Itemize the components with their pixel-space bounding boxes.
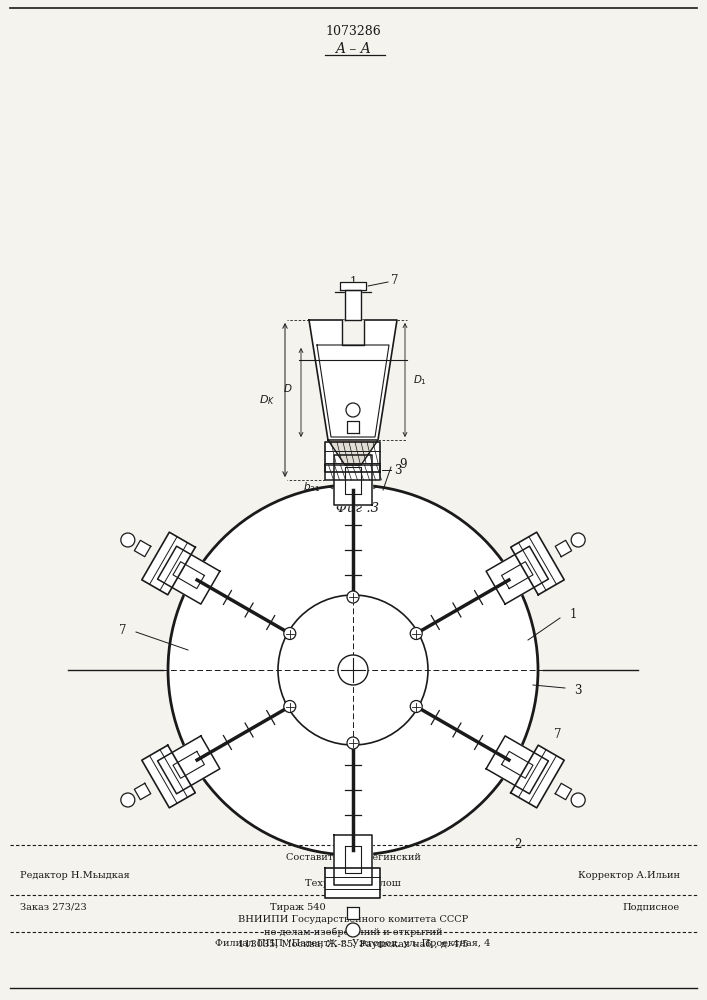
Text: 7: 7 xyxy=(554,728,562,742)
Polygon shape xyxy=(345,290,361,320)
Circle shape xyxy=(284,700,296,712)
Text: 1: 1 xyxy=(349,275,357,288)
Text: Редактор Н.Мьыдкая: Редактор Н.Мьыдкая xyxy=(20,870,130,880)
Text: ВНИИПИ Государственного комитета СССР: ВНИИПИ Государственного комитета СССР xyxy=(238,916,468,924)
Text: по делам изобретений и открытий: по делам изобретений и открытий xyxy=(264,927,443,937)
Text: 1: 1 xyxy=(569,608,577,621)
Polygon shape xyxy=(486,736,549,794)
Text: 113035, Москва, Ж-35, Раушская наб., д. 4/5: 113035, Москва, Ж-35, Раушская наб., д. … xyxy=(238,939,468,949)
Text: $D_K$: $D_K$ xyxy=(259,393,275,407)
Text: 3: 3 xyxy=(395,464,402,477)
Text: Корректор А.Ильин: Корректор А.Ильин xyxy=(578,870,680,880)
Polygon shape xyxy=(134,783,151,800)
Circle shape xyxy=(338,655,368,685)
Polygon shape xyxy=(334,835,372,885)
Circle shape xyxy=(284,628,296,640)
Text: Подписное: Подписное xyxy=(623,902,680,912)
Circle shape xyxy=(410,701,422,713)
Circle shape xyxy=(410,628,422,640)
Circle shape xyxy=(121,793,135,807)
Polygon shape xyxy=(555,540,572,557)
Circle shape xyxy=(346,403,360,417)
Polygon shape xyxy=(325,465,380,480)
Polygon shape xyxy=(142,745,195,808)
Text: $D_1$: $D_1$ xyxy=(413,373,427,387)
Polygon shape xyxy=(309,320,397,440)
Text: 9: 9 xyxy=(399,458,407,472)
Polygon shape xyxy=(328,440,378,465)
Polygon shape xyxy=(134,540,151,557)
Text: 2: 2 xyxy=(514,838,522,852)
Polygon shape xyxy=(142,532,195,595)
Polygon shape xyxy=(325,442,380,472)
Text: Φиг .2: Φиг .2 xyxy=(327,880,370,893)
Circle shape xyxy=(121,533,135,547)
Text: 7: 7 xyxy=(391,273,399,286)
Text: Филиал ППП ''Патент'', г. Ужгород, ул. Проектная, 4: Филиал ППП ''Патент'', г. Ужгород, ул. П… xyxy=(216,940,491,948)
Circle shape xyxy=(347,591,359,603)
Circle shape xyxy=(571,533,585,547)
Text: Заказ 273/23: Заказ 273/23 xyxy=(20,902,87,912)
Polygon shape xyxy=(158,736,220,794)
Text: $b_{31}$: $b_{31}$ xyxy=(303,480,320,494)
Text: Составитель Б.Негинский: Составитель Б.Негинский xyxy=(286,853,421,862)
Text: 1073286: 1073286 xyxy=(325,25,381,38)
Text: 8: 8 xyxy=(175,764,182,776)
Text: A – A: A – A xyxy=(335,42,371,56)
Polygon shape xyxy=(347,421,359,433)
Polygon shape xyxy=(342,320,364,345)
Polygon shape xyxy=(555,783,572,800)
Circle shape xyxy=(347,737,359,749)
Polygon shape xyxy=(510,745,564,808)
Polygon shape xyxy=(486,546,549,604)
Circle shape xyxy=(571,793,585,807)
Polygon shape xyxy=(334,455,372,505)
Text: $D$: $D$ xyxy=(284,381,293,393)
Circle shape xyxy=(346,923,360,937)
Text: Φиг .3: Φиг .3 xyxy=(337,502,380,515)
Text: Техред И.Асталош: Техред И.Асталош xyxy=(305,879,401,888)
Polygon shape xyxy=(325,868,380,898)
Circle shape xyxy=(168,485,538,855)
Circle shape xyxy=(278,595,428,745)
Text: 3: 3 xyxy=(574,684,582,696)
Polygon shape xyxy=(510,532,564,595)
Text: 7: 7 xyxy=(119,624,127,637)
Polygon shape xyxy=(158,546,220,604)
Polygon shape xyxy=(340,282,366,290)
Text: Тираж 540: Тираж 540 xyxy=(270,902,326,912)
Polygon shape xyxy=(347,907,359,919)
